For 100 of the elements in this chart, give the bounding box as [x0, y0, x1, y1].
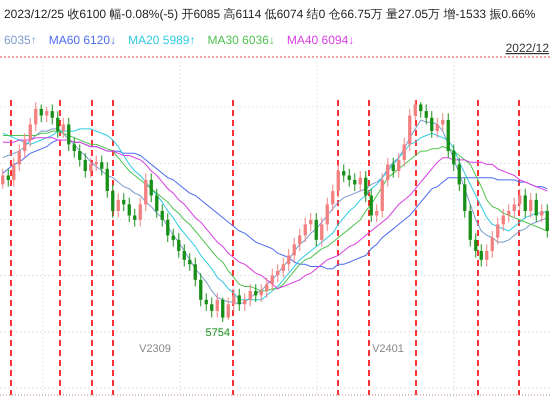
candlestick — [276, 264, 280, 283]
candlestick — [23, 132, 26, 158]
candlestick — [353, 172, 356, 192]
candlestick — [150, 172, 153, 203]
candlestick — [348, 168, 351, 188]
candlestick — [56, 110, 60, 138]
candlestick — [518, 188, 522, 212]
text: 6035↑ — [4, 33, 37, 47]
candlestick — [182, 244, 186, 267]
candlestick — [6, 168, 10, 188]
candlestick — [89, 157, 92, 178]
candlestick — [540, 204, 544, 223]
candlestick — [199, 272, 202, 307]
candlestick — [166, 212, 170, 243]
candlestick — [226, 297, 230, 320]
candlestick — [12, 157, 16, 188]
candlestick — [122, 192, 126, 212]
candlestick — [397, 152, 400, 178]
text: V2401 — [372, 343, 404, 355]
candlestick — [28, 117, 32, 148]
candlestick — [292, 237, 296, 263]
candlestick — [546, 204, 549, 238]
text: MA60 6120↓ — [48, 33, 116, 47]
candlestick — [364, 170, 368, 203]
candlestick — [160, 204, 164, 228]
candlestick — [320, 217, 324, 248]
candlestick — [452, 144, 456, 172]
text: MA30 6036↓ — [207, 33, 275, 47]
candlestick — [314, 212, 318, 248]
candlestick — [210, 297, 214, 318]
candlestick — [474, 232, 478, 258]
candlestick — [430, 110, 434, 138]
candlestick — [232, 288, 236, 312]
candlestick — [419, 102, 422, 118]
candlestick — [188, 252, 192, 272]
candlestick — [441, 112, 444, 132]
candlestick — [221, 297, 224, 322]
candlestick — [309, 212, 312, 232]
candlestick — [100, 155, 104, 176]
candlestick — [155, 188, 158, 218]
text: V2309 — [139, 343, 171, 355]
candlestick — [534, 192, 538, 223]
candlestick — [358, 170, 362, 192]
candlestick — [524, 188, 527, 218]
candlestick — [72, 137, 76, 158]
chart-title: 2023/12/25 收6100 幅-0.08%(-5) 开6085 高6114 低6074 结0 仓66.75万 量27.05万 增-1533 振0.66% — [4, 7, 536, 21]
candlestick — [282, 257, 285, 278]
candlestick — [402, 137, 406, 168]
candlestick — [336, 164, 340, 198]
text: 2022/12 — [506, 41, 550, 55]
candlestick — [342, 164, 346, 183]
candlestick — [375, 204, 378, 223]
candlestick — [436, 117, 439, 138]
candlestick — [138, 197, 142, 228]
candlestick — [386, 157, 390, 188]
candlestick — [40, 104, 43, 123]
candlestick — [78, 144, 82, 168]
text: MA40 6094↓ — [286, 33, 354, 47]
candlestick — [62, 117, 65, 138]
candlestick — [490, 230, 494, 258]
candlestick — [298, 228, 302, 252]
text: MA20 5989↑ — [128, 33, 196, 47]
candlestick — [84, 152, 87, 178]
candlestick — [45, 106, 48, 123]
candlestick — [326, 197, 329, 232]
annotation: 5754 — [206, 327, 230, 339]
candlestick — [116, 192, 120, 218]
candlestick — [204, 292, 208, 312]
candlestick — [243, 292, 246, 312]
candlestick — [172, 228, 175, 248]
candlestick — [265, 277, 268, 298]
candlestick — [414, 100, 417, 120]
candlestick — [18, 144, 21, 172]
candlestick — [67, 117, 70, 152]
candlestick — [1, 168, 4, 190]
candlestick — [216, 292, 219, 318]
candlestick — [529, 192, 532, 218]
candlestick — [50, 104, 54, 125]
candlestick — [133, 208, 136, 228]
candlestick — [331, 184, 334, 212]
candlestick — [512, 197, 516, 218]
candlestick — [502, 208, 505, 232]
candlestick — [254, 284, 258, 303]
candlestick — [34, 102, 38, 132]
candlestick — [128, 197, 131, 223]
candlestick — [287, 248, 290, 272]
candlestick — [260, 284, 263, 303]
candlestick — [370, 188, 373, 223]
candlestick — [106, 162, 109, 198]
candlestick — [480, 244, 483, 267]
candlestick — [392, 157, 395, 178]
candlestick — [248, 284, 252, 307]
candlestick — [94, 155, 98, 172]
candlestick — [458, 157, 461, 192]
candlestick — [194, 257, 197, 287]
candlestick — [496, 217, 500, 245]
candlestick — [424, 104, 428, 125]
candlestick — [270, 268, 274, 292]
candlestick — [238, 288, 241, 312]
candlestick — [304, 217, 307, 243]
